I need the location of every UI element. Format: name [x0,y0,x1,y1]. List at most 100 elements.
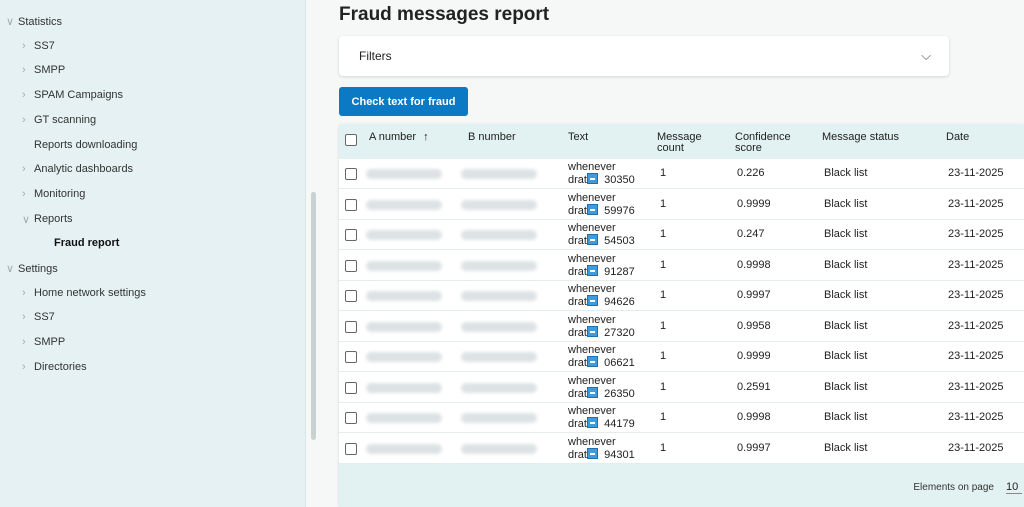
sidebar-item-label: Monitoring [34,187,86,200]
chevron-right-icon: › [22,39,26,52]
sidebar-item-smpp[interactable]: › SMPP [22,336,65,348]
message-status: Black list [824,441,868,454]
message-text: whenever drat 30350 [568,161,635,186]
sidebar-item-spam-campaigns[interactable]: › SPAM Campaigns [22,89,123,101]
emoji-icon [586,234,598,245]
page-title: Fraud messages report [339,4,550,25]
message-count: 1 [660,441,667,454]
sidebar-item-settings[interactable]: ∨ Settings [6,262,58,276]
emoji-icon [586,447,598,459]
sidebar: ∨ Statistics › SS7 › SMPP › SPAM Campaigns › GT s… [0,0,306,507]
check-text-button[interactable]: Check text for fraud [339,87,468,116]
a-number-redacted [366,199,442,210]
sidebar-item-label: Reports downloading [34,138,138,151]
b-number-redacted [461,230,537,240]
sidebar-scrollbar[interactable] [311,192,316,440]
sidebar-item-label: SS7 [34,311,55,324]
chevron-right-icon: › [22,311,26,324]
sidebar-item-gt-scanning[interactable]: › GT scanning [22,114,96,126]
message-status: Black list [824,258,868,271]
sidebar-item-analytic-dashboards[interactable]: › Analytic dashboards [22,163,133,175]
col-count[interactable]: Message count [657,131,702,154]
message-count: 1 [660,411,667,423]
confidence-score: 0.226 [737,167,765,179]
sidebar-item-label: Directories [34,360,87,373]
emoji-icon [586,325,598,337]
a-number-redacted [366,413,442,423]
date: 23-11-2025 [948,258,1004,271]
confidence-score: 0.2591 [737,380,771,393]
message-text: whenever drat 27320 [568,313,635,339]
col-text[interactable]: Text [568,131,589,143]
confidence-score: 0.247 [737,228,765,240]
sidebar-item-home-network-settings[interactable]: › Home network settings [22,287,146,299]
row-checkbox[interactable] [345,442,357,455]
message-status: Black list [824,167,868,179]
a-number-redacted [366,443,442,454]
a-number-redacted [366,260,442,271]
sidebar-item-smpp[interactable]: › SMPP [22,64,65,76]
sidebar-item-label: GT scanning [34,113,97,126]
chevron-down-icon: ∨ [6,16,15,28]
a-number-redacted [366,230,442,240]
col-a-number[interactable]: A number ↑ [369,131,429,143]
sidebar-item-fraud-report[interactable]: Fraud report [40,237,119,249]
col-confidence[interactable]: Confidence score [735,131,791,154]
b-number-redacted [461,443,537,454]
message-count: 1 [660,319,667,332]
message-text: whenever drat 44179 [568,405,635,430]
sidebar-item-monitoring[interactable]: › Monitoring [22,188,85,200]
row-checkbox[interactable] [345,290,357,302]
row-checkbox[interactable] [345,412,357,424]
table-row: whenever drat 26350 1 0.2591 Black list 2… [339,373,1024,403]
chevron-right-icon: › [22,64,26,77]
date: 23-11-2025 [948,350,1004,362]
chevron-down-icon: ∨ [22,213,31,226]
sidebar-item-reports-downloading[interactable]: Reports downloading [22,139,137,151]
row-checkbox[interactable] [345,259,357,272]
col-status[interactable]: Message status [822,131,900,143]
date: 23-11-2025 [948,167,1004,179]
sidebar-item-ss7[interactable]: › SS7 [22,311,55,323]
b-number-redacted [461,413,537,423]
chevron-right-icon: › [22,336,26,349]
col-b-number[interactable]: B number [468,131,516,143]
b-number-redacted [461,260,537,271]
sidebar-item-ss7[interactable]: › SS7 [22,40,55,52]
b-number-redacted [461,169,537,179]
message-count: 1 [660,289,667,301]
message-status: Black list [824,319,868,332]
emoji-icon [586,386,598,398]
table-row: whenever drat 94626 1 0.9997 Black list 2… [339,281,1024,312]
select-all-checkbox[interactable] [345,134,357,146]
elements-per-page-select[interactable]: 10 [1006,481,1022,494]
message-status: Black list [824,350,868,362]
b-number-redacted [461,321,537,332]
col-date[interactable]: Date [946,131,970,143]
table-footer: Elements on page 10 [339,464,1024,507]
row-checkbox[interactable] [345,168,357,180]
table-row: whenever drat 91287 1 0.9998 Black list 2… [339,251,1024,281]
row-checkbox[interactable] [345,198,357,211]
message-count: 1 [660,350,667,362]
sidebar-item-statistics[interactable]: ∨ Statistics [6,15,62,29]
table-row: whenever drat 54503 1 0.247 Black list 23… [339,220,1024,251]
date: 23-11-2025 [948,197,1004,210]
confidence-score: 0.9998 [737,258,771,271]
filters-panel[interactable]: Filters ⌵ [339,36,949,76]
confidence-score: 0.9997 [737,441,771,454]
row-checkbox[interactable] [345,229,357,241]
row-checkbox[interactable] [345,320,357,333]
sidebar-item-reports[interactable]: ∨ Reports [22,213,73,226]
sidebar-item-label: Settings [18,262,58,275]
emoji-icon [586,264,598,276]
confidence-score: 0.9999 [737,197,771,210]
confidence-score: 0.9998 [737,411,771,423]
elements-per-page-label: Elements on page [913,482,994,493]
sidebar-item-label: Analytic dashboards [34,163,134,176]
sidebar-item-label: SMPP [34,64,66,77]
sidebar-item-directories[interactable]: › Directories [22,361,87,373]
row-checkbox[interactable] [345,381,357,394]
confidence-score: 0.9999 [737,350,771,362]
row-checkbox[interactable] [345,351,357,363]
